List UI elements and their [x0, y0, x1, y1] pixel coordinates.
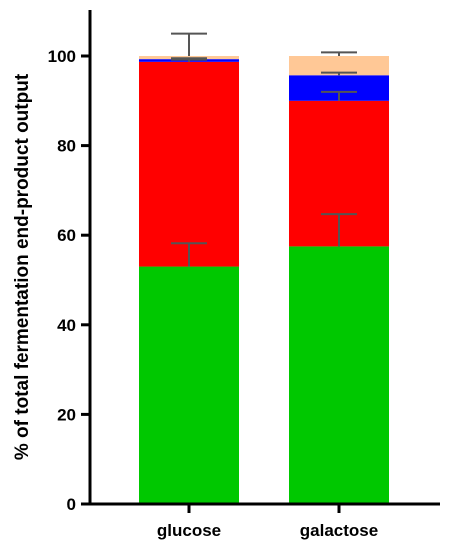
- error-bar-glucose-2: [171, 58, 207, 62]
- y-tick-label-100: 100: [48, 47, 76, 66]
- bar-segment-galactose-4: [289, 56, 389, 76]
- bars-layer: [139, 56, 389, 504]
- axes-layer: 0 20 40 60 80 100 glucose galactose: [48, 10, 440, 540]
- error-bar-glucose-3: [171, 57, 207, 60]
- y-axis-label: % of total fermentation end-product outp…: [12, 73, 33, 460]
- y-tick-label-40: 40: [57, 316, 76, 335]
- error-bar-galactose-1: [321, 213, 357, 247]
- error-bar-glucose-4: [171, 32, 207, 56]
- y-tick-label-60: 60: [57, 226, 76, 245]
- y-tick-label-20: 20: [57, 405, 76, 424]
- y-tick-label-80: 80: [57, 137, 76, 156]
- x-tick-label-glucose: glucose: [157, 521, 221, 540]
- x-tick-label-galactose: galactose: [300, 521, 378, 540]
- bar-segment-glucose-1: [139, 266, 239, 504]
- error-bars-layer: [171, 32, 357, 267]
- y-tick-label-0: 0: [67, 495, 76, 514]
- error-bar-galactose-4: [321, 51, 357, 56]
- error-bar-glucose-1: [171, 242, 207, 267]
- bar-segment-galactose-1: [289, 246, 389, 504]
- error-bar-galactose-2: [321, 90, 357, 101]
- error-bar-galactose-3: [321, 71, 357, 76]
- bar-segment-glucose-2: [139, 61, 239, 267]
